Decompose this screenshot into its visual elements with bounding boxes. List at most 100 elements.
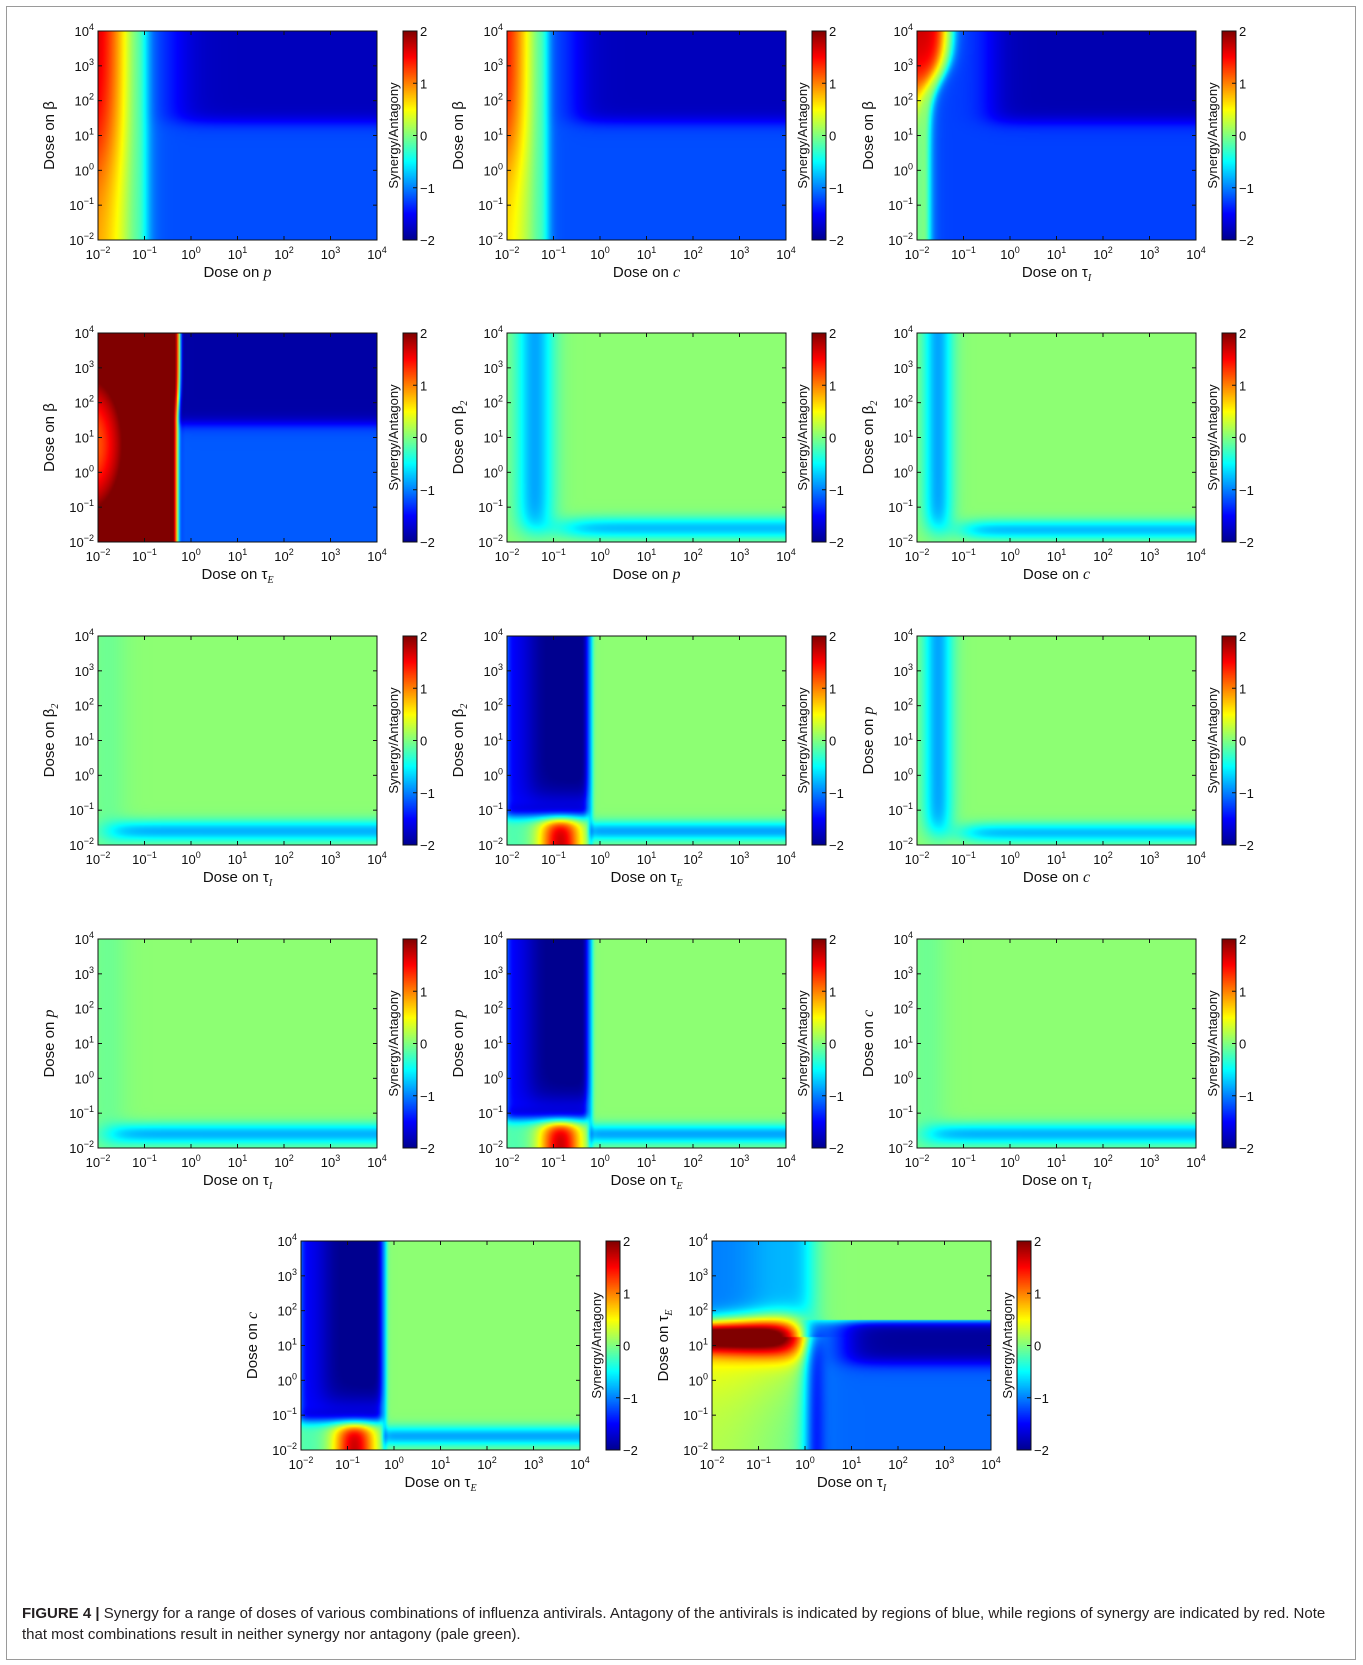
- x-axis-label-prefix: Dose on: [203, 264, 263, 281]
- y-tick-label: 10−1: [478, 801, 503, 818]
- y-tick-label: 104: [75, 324, 94, 341]
- y-tick-label: 104: [484, 22, 503, 39]
- y-tick-label: 102: [894, 394, 913, 411]
- heatmap-image: [507, 31, 786, 240]
- colorbar-tick-label: −1: [1239, 1089, 1254, 1104]
- x-tick-label: 101: [1047, 547, 1066, 564]
- colorbar-tick-label: −2: [1239, 838, 1254, 853]
- colorbar-tick-label: −2: [1034, 1443, 1049, 1458]
- x-axis-label: Dose on τI: [1022, 264, 1092, 284]
- x-axis-label-prefix: Dose on: [203, 1172, 263, 1189]
- x-tick-label: 101: [228, 1153, 247, 1170]
- y-axis-label: Dose on β2: [41, 704, 61, 778]
- colorbar-tick-label: 1: [829, 681, 836, 696]
- y-tick-label: 102: [484, 394, 503, 411]
- y-tick-label: 101: [75, 127, 94, 144]
- heatmap-image: [98, 31, 377, 240]
- x-axis-label-symbol: τ: [877, 1474, 883, 1491]
- y-tick-label: 10−1: [272, 1406, 297, 1423]
- x-tick-label: 102: [888, 1455, 907, 1472]
- y-tick-label: 10−2: [69, 533, 94, 550]
- heatmap-image: [98, 636, 377, 845]
- x-tick-label: 10−2: [495, 850, 520, 867]
- x-tick-label: 10−1: [951, 1153, 976, 1170]
- colorbar-label: Synergy/Antagony: [386, 82, 401, 189]
- colorbar-tick-label: −2: [829, 838, 844, 853]
- x-tick-label: 100: [1000, 547, 1019, 564]
- x-axis-label-prefix: Dose on: [1023, 566, 1083, 583]
- colorbar-tick-label: 1: [420, 984, 427, 999]
- y-tick-label: 103: [278, 1267, 297, 1284]
- colorbar-tick-label: 2: [420, 629, 427, 644]
- x-tick-label: 101: [228, 245, 247, 262]
- y-tick-label: 102: [75, 1000, 94, 1017]
- y-tick-label: 104: [75, 22, 94, 39]
- y-tick-label: 102: [689, 1302, 708, 1319]
- y-axis-label-prefix: Dose on: [655, 1322, 672, 1382]
- y-tick-label: 101: [894, 1035, 913, 1052]
- x-axis-label-subscript: E: [675, 878, 682, 889]
- y-tick-label: 102: [894, 697, 913, 714]
- y-tick-label: 102: [278, 1302, 297, 1319]
- colorbar-tick-label: −2: [1239, 535, 1254, 550]
- x-axis-label: Dose on τI: [203, 1172, 273, 1192]
- x-tick-label: 100: [590, 850, 609, 867]
- x-tick-label: 103: [730, 850, 749, 867]
- colorbar-tick-label: 1: [1239, 76, 1246, 91]
- colorbar-tick-label: −2: [829, 535, 844, 550]
- y-axis-label: Dose on β: [41, 403, 58, 472]
- x-tick-label: 103: [321, 1153, 340, 1170]
- colorbar-tick-label: −2: [623, 1443, 638, 1458]
- y-tick-label: 103: [894, 965, 913, 982]
- colorbar-tick-label: −2: [420, 838, 435, 853]
- colorbar-tick-label: 2: [1239, 932, 1246, 947]
- colorbar-tick-label: −2: [829, 1141, 844, 1156]
- y-tick-label: 10−1: [683, 1406, 708, 1423]
- y-tick-label: 104: [484, 930, 503, 947]
- x-tick-label: 102: [274, 1153, 293, 1170]
- x-axis-label-prefix: Dose on: [1023, 869, 1083, 886]
- colorbar-label: Synergy/Antagony: [795, 687, 810, 794]
- x-tick-label: 104: [1186, 1153, 1205, 1170]
- x-tick-label: 10−2: [86, 245, 111, 262]
- x-axis-label-prefix: Dose on: [612, 566, 672, 583]
- x-tick-label: 103: [730, 245, 749, 262]
- x-tick-label: 104: [570, 1455, 589, 1472]
- heatmap-panel-10: 10−2 10−1 100 101 102 103 10410−210−1100101102…: [41, 930, 435, 1192]
- y-tick-label: 100: [484, 766, 503, 783]
- colorbar-label: Synergy/Antagony: [1205, 687, 1220, 794]
- colorbar-label: Synergy/Antagony: [1205, 990, 1220, 1097]
- y-tick-label: 10−2: [683, 1441, 708, 1458]
- x-tick-label: 101: [637, 1153, 656, 1170]
- y-tick-label: 10−1: [478, 1104, 503, 1121]
- y-axis-label-prefix: Dose on: [41, 717, 58, 777]
- x-axis-label-symbol: τ: [671, 1172, 677, 1189]
- x-axis-label-symbol: τ: [1082, 1172, 1088, 1189]
- y-tick-label: 101: [484, 732, 503, 749]
- y-axis-label-prefix: Dose on: [860, 1017, 877, 1077]
- y-axis-label-symbol: β: [450, 708, 467, 717]
- colorbar-tick-label: 2: [1239, 24, 1246, 39]
- y-axis-label-prefix: Dose on: [860, 110, 877, 170]
- x-tick-label: 103: [524, 1455, 543, 1472]
- x-axis-label-prefix: Dose on: [1022, 264, 1082, 281]
- x-tick-label: 10−2: [700, 1455, 725, 1472]
- y-tick-label: 10−1: [69, 498, 94, 515]
- y-tick-label: 101: [75, 429, 94, 446]
- y-tick-label: 103: [484, 662, 503, 679]
- x-tick-label: 103: [730, 1153, 749, 1170]
- y-axis-label: Dose on β2: [450, 704, 470, 778]
- y-tick-label: 104: [894, 930, 913, 947]
- colorbar-tick-label: −2: [1239, 1141, 1254, 1156]
- y-tick-label: 102: [75, 92, 94, 109]
- y-tick-label: 10−2: [69, 836, 94, 853]
- x-tick-label: 101: [637, 547, 656, 564]
- y-tick-label: 100: [894, 1069, 913, 1086]
- x-axis-label-prefix: Dose on: [610, 1172, 670, 1189]
- colorbar-tick-label: 0: [420, 734, 427, 749]
- colorbar-tick-label: 2: [829, 326, 836, 341]
- colorbar: 2 1 0 −1 −2 Synergy/Antagony: [1205, 629, 1254, 853]
- x-axis-label: Dose on τE: [610, 1172, 682, 1192]
- figure-label: FIGURE 4 |: [22, 1605, 100, 1622]
- y-tick-label: 10−1: [478, 498, 503, 515]
